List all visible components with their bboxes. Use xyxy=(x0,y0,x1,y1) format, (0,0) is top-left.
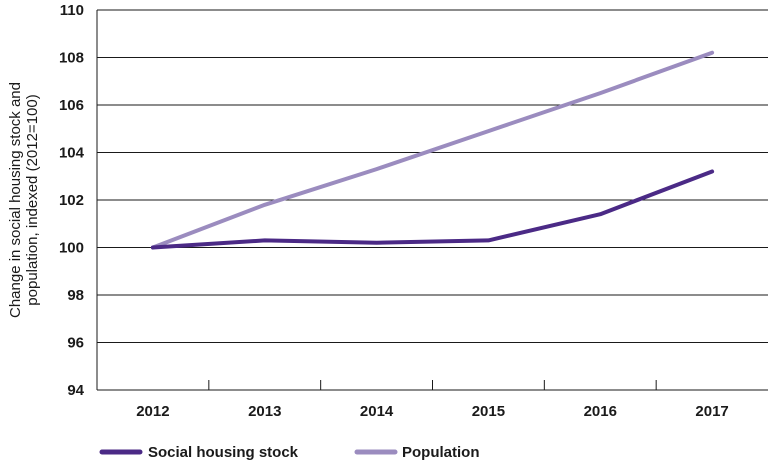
legend-label-population: Population xyxy=(402,444,480,461)
y-tick-label-100: 100 xyxy=(59,240,84,257)
axes xyxy=(96,10,657,390)
x-tick-label-2014: 2014 xyxy=(360,403,394,420)
x-tick-label-2017: 2017 xyxy=(695,403,728,420)
y-tick-label-108: 108 xyxy=(59,50,84,67)
series-lines xyxy=(150,50,715,250)
series-line-population xyxy=(150,50,715,250)
y-axis-title-line-1: Change in social housing stock and xyxy=(7,82,24,318)
x-tick-labels: 2012 2013 2014 2015 2016 2017 xyxy=(136,403,729,420)
y-tick-label-94: 94 xyxy=(67,382,84,399)
grid-lines xyxy=(97,9,768,391)
legend-label-social-housing-stock: Social housing stock xyxy=(148,444,299,461)
x-tick-label-2016: 2016 xyxy=(584,403,617,420)
y-tick-label-98: 98 xyxy=(67,287,84,304)
y-tick-labels: 94 96 98 100 102 104 106 108 110 xyxy=(59,2,85,399)
series-line-social-housing-stock xyxy=(150,169,715,250)
y-tick-label-104: 104 xyxy=(59,145,85,162)
y-axis-title-line-2: population, indexed (2012=100) xyxy=(24,94,41,305)
y-axis-title: Change in social housing stock and popula… xyxy=(7,82,41,318)
legend: Social housing stock Population xyxy=(99,444,480,461)
x-tick-label-2012: 2012 xyxy=(136,403,169,420)
x-tick-label-2015: 2015 xyxy=(472,403,505,420)
y-tick-label-110: 110 xyxy=(60,2,84,19)
y-tick-label-106: 106 xyxy=(59,97,84,114)
legend-item-social-housing-stock: Social housing stock xyxy=(99,444,299,461)
x-tick-label-2013: 2013 xyxy=(248,403,281,420)
legend-item-population: Population xyxy=(354,444,480,461)
y-tick-label-102: 102 xyxy=(59,192,84,209)
y-tick-label-96: 96 xyxy=(67,335,84,352)
